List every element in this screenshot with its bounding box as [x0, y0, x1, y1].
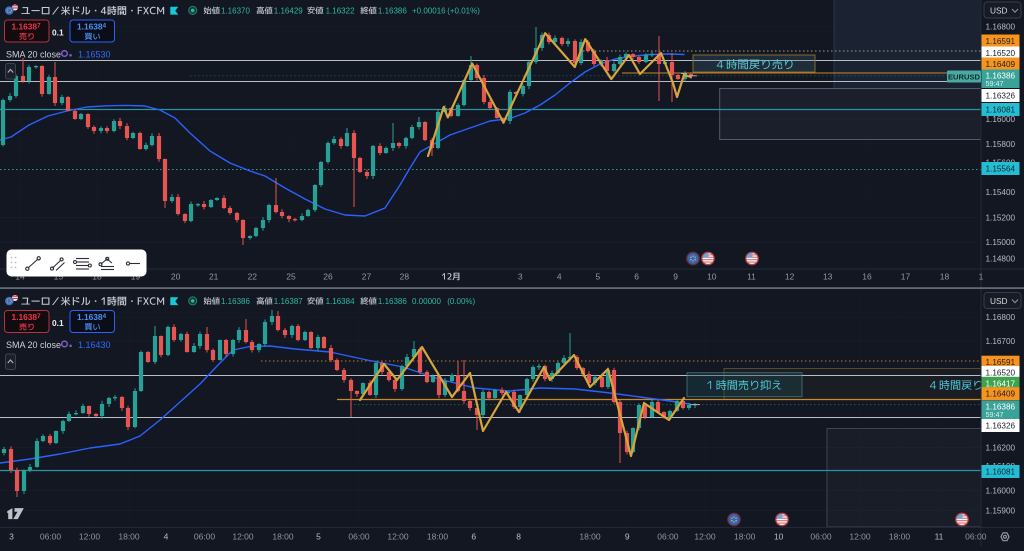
svg-text:1.16326: 1.16326	[986, 92, 1016, 101]
svg-text:1.16384: 1.16384	[326, 297, 355, 306]
svg-text:1.15900: 1.15900	[986, 507, 1016, 516]
svg-text:1.16322: 1.16322	[326, 6, 355, 15]
svg-text:12:00: 12:00	[387, 531, 409, 541]
svg-text:1.16387: 1.16387	[274, 297, 303, 306]
svg-text:22: 22	[248, 272, 258, 282]
svg-text:9: 9	[625, 531, 630, 541]
svg-text:EURUSD: EURUSD	[948, 72, 981, 81]
svg-text:1.16520: 1.16520	[986, 369, 1016, 378]
svg-text:1.16384: 1.16384	[77, 312, 107, 322]
svg-text:06:00: 06:00	[657, 531, 679, 541]
svg-text:SMA 20 close: SMA 20 close	[6, 49, 61, 59]
svg-text:USD: USD	[990, 296, 1008, 306]
svg-text:20: 20	[171, 272, 181, 282]
svg-text:13: 13	[823, 272, 833, 282]
svg-text:18:00: 18:00	[889, 531, 911, 541]
svg-text:(+0.01%): (+0.01%)	[447, 6, 480, 15]
svg-text:1.16387: 1.16387	[11, 21, 41, 31]
svg-text:1.16800: 1.16800	[986, 313, 1016, 322]
svg-text:1.16081: 1.16081	[986, 106, 1016, 115]
svg-text:18:00: 18:00	[579, 531, 601, 541]
svg-text:1.16409: 1.16409	[986, 60, 1016, 69]
svg-text:06:00: 06:00	[194, 531, 216, 541]
svg-text:1.16386: 1.16386	[221, 297, 250, 306]
svg-text:10: 10	[774, 531, 784, 541]
svg-text:59:47: 59:47	[986, 79, 1004, 88]
svg-text:18:00: 18:00	[427, 531, 449, 541]
svg-text:1.16000: 1.16000	[986, 487, 1016, 496]
svg-text:1.16000: 1.16000	[986, 115, 1016, 124]
svg-text:6: 6	[471, 531, 476, 541]
svg-text:3: 3	[518, 272, 523, 282]
svg-text:18:00: 18:00	[118, 531, 140, 541]
svg-text:1.14800: 1.14800	[986, 255, 1016, 264]
svg-text:1.16417: 1.16417	[986, 379, 1016, 388]
svg-text:5: 5	[316, 531, 321, 541]
svg-text:12:00: 12:00	[79, 531, 101, 541]
svg-text:11: 11	[935, 531, 944, 541]
svg-text:12:00: 12:00	[694, 531, 716, 541]
svg-text:21: 21	[209, 272, 219, 282]
svg-text:1.16700: 1.16700	[986, 337, 1016, 346]
svg-text:1: 1	[979, 272, 984, 282]
svg-text:27: 27	[362, 272, 372, 282]
svg-text:8: 8	[516, 531, 521, 541]
svg-text:06:00: 06:00	[348, 531, 370, 541]
svg-text:1.16409: 1.16409	[986, 390, 1016, 399]
svg-text:06:00: 06:00	[40, 531, 62, 541]
svg-text:28: 28	[400, 272, 410, 282]
svg-text:06:00: 06:00	[965, 531, 987, 541]
svg-text:10: 10	[707, 272, 717, 282]
svg-text:16: 16	[862, 272, 872, 282]
svg-text:1.16386: 1.16386	[378, 6, 407, 15]
svg-text:(0.00%): (0.00%)	[447, 297, 475, 306]
svg-text:1.16591: 1.16591	[986, 358, 1016, 367]
svg-text:1.16386: 1.16386	[986, 403, 1016, 412]
svg-text:25: 25	[286, 272, 296, 282]
svg-text:11: 11	[747, 272, 756, 282]
svg-text:1.16520: 1.16520	[986, 49, 1016, 58]
svg-text:1.15564: 1.15564	[986, 165, 1016, 174]
svg-text:4: 4	[164, 531, 169, 541]
svg-text:1.16591: 1.16591	[986, 37, 1016, 46]
svg-text:06:00: 06:00	[810, 531, 832, 541]
svg-text:5: 5	[596, 272, 601, 282]
svg-text:59:47: 59:47	[986, 410, 1004, 419]
svg-text:1.16326: 1.16326	[986, 422, 1016, 431]
svg-text:1.16800: 1.16800	[986, 23, 1016, 32]
svg-text:1.16387: 1.16387	[11, 312, 41, 322]
svg-text:1.15000: 1.15000	[986, 238, 1016, 247]
svg-text:17: 17	[901, 272, 911, 282]
svg-text:12: 12	[785, 272, 795, 282]
svg-text:3: 3	[9, 531, 14, 541]
svg-text:1.16429: 1.16429	[274, 6, 303, 15]
svg-text:0.00000: 0.00000	[412, 297, 441, 306]
svg-text:SMA 20 close: SMA 20 close	[6, 340, 61, 350]
svg-text:12:00: 12:00	[232, 531, 254, 541]
svg-text:18:00: 18:00	[734, 531, 756, 541]
svg-text:1.15200: 1.15200	[986, 214, 1016, 223]
svg-text:1.16386: 1.16386	[378, 297, 407, 306]
svg-text:1.15400: 1.15400	[986, 188, 1016, 197]
svg-text:USD: USD	[990, 6, 1008, 16]
svg-text:18:00: 18:00	[272, 531, 294, 541]
svg-text:12:00: 12:00	[849, 531, 871, 541]
svg-text:6: 6	[634, 272, 639, 282]
svg-text:0.1: 0.1	[52, 318, 64, 328]
svg-text:1.16430: 1.16430	[78, 340, 111, 350]
svg-text:1.16370: 1.16370	[221, 6, 250, 15]
svg-text:26: 26	[323, 272, 333, 282]
svg-text:1.16200: 1.16200	[986, 444, 1016, 453]
svg-text:1.16081: 1.16081	[986, 468, 1016, 477]
svg-text:18: 18	[940, 272, 950, 282]
svg-text:1.16384: 1.16384	[77, 21, 107, 31]
svg-text:1.16530: 1.16530	[78, 49, 111, 59]
svg-text:1.16386: 1.16386	[986, 72, 1016, 81]
svg-text:9: 9	[673, 272, 678, 282]
svg-text:0.1: 0.1	[52, 27, 64, 37]
svg-text:4: 4	[557, 272, 562, 282]
svg-text:+0.00016: +0.00016	[412, 6, 446, 15]
svg-text:1.15800: 1.15800	[986, 140, 1016, 149]
